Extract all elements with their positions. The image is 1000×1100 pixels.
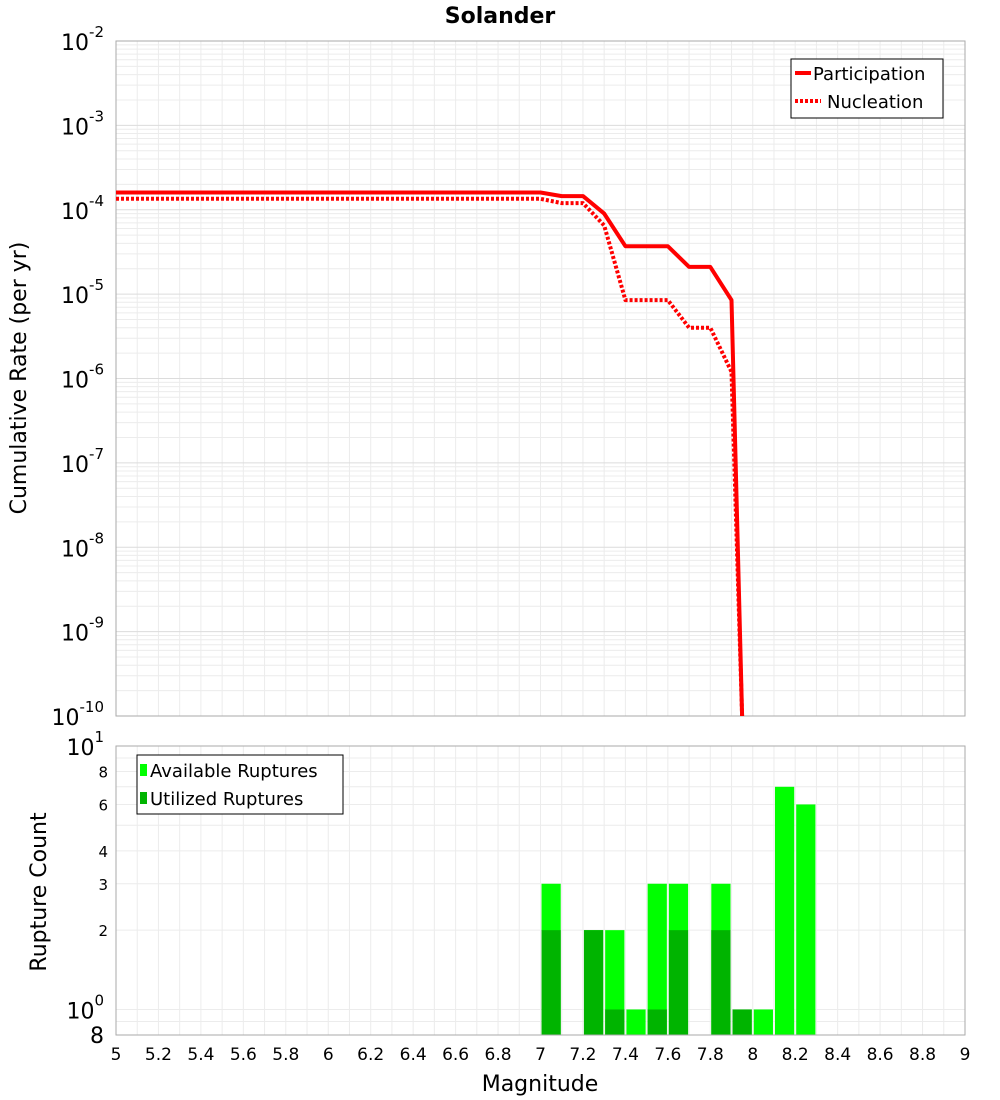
y-tick-label: 4 bbox=[98, 843, 108, 861]
rate-y-axis-label: Cumulative Rate (per yr) bbox=[7, 242, 32, 515]
x-tick-label: 8.4 bbox=[824, 1045, 851, 1065]
rate-y-ticks: 10-2 10-3 10-4 10-5 10-6 10-7 10-8 10-9 10-10 bbox=[52, 23, 105, 731]
available-ruptures-bar bbox=[626, 1009, 646, 1035]
rate-plot-area bbox=[115, 40, 966, 717]
count-plot-area bbox=[115, 745, 966, 1036]
legend-utilized-swatch bbox=[140, 792, 147, 804]
y-tick-label: 8 bbox=[98, 764, 108, 782]
legend-utilized-label: Utilized Ruptures bbox=[150, 789, 303, 810]
y-tick-label: 10-10 bbox=[52, 698, 105, 731]
utilized-ruptures-bar bbox=[541, 930, 561, 1035]
x-tick-label: 7.6 bbox=[654, 1045, 681, 1065]
x-tick-label: 9 bbox=[960, 1045, 971, 1065]
rate-legend: Participation Nucleation bbox=[790, 58, 944, 119]
x-tick-label: 6 bbox=[323, 1045, 334, 1065]
utilized-ruptures-bar bbox=[605, 1009, 625, 1035]
x-tick-label: 6.6 bbox=[442, 1045, 469, 1065]
x-tick-label: 6.8 bbox=[485, 1045, 512, 1065]
x-tick-label: 6.2 bbox=[357, 1045, 384, 1065]
y-tick-label: 10-4 bbox=[61, 192, 104, 225]
legend-nucleation-label: Nucleation bbox=[827, 92, 923, 113]
x-ticks: 5 5.2 5.4 5.6 5.8 6 6.2 6.4 6.6 6.8 7 7.2 7.4 7.6 7.8 8… bbox=[111, 1045, 971, 1065]
series-participation-line bbox=[116, 190, 745, 717]
legend-participation-label: Participation bbox=[813, 64, 925, 85]
available-ruptures-bar bbox=[796, 804, 816, 1035]
chart-title: Solander bbox=[445, 4, 556, 29]
x-tick-label: 8.2 bbox=[782, 1045, 809, 1065]
x-tick-label: 8.8 bbox=[909, 1045, 936, 1065]
count-plot-grid bbox=[115, 746, 966, 1035]
x-axis-label: Magnitude bbox=[482, 1072, 599, 1097]
x-tick-label: 6.4 bbox=[400, 1045, 427, 1065]
x-tick-label: 8.6 bbox=[867, 1045, 894, 1065]
x-tick-label: 8 bbox=[747, 1045, 758, 1065]
y-tick-label: 10-6 bbox=[61, 361, 104, 394]
series-nucleation-line bbox=[116, 196, 745, 717]
utilized-ruptures-bar bbox=[668, 930, 689, 1035]
x-tick-label: 7.4 bbox=[612, 1045, 639, 1065]
count-y-axis-label: Rupture Count bbox=[27, 812, 52, 972]
utilized-ruptures-bar bbox=[732, 1009, 752, 1035]
x-tick-label: 7 bbox=[535, 1045, 546, 1065]
rate-plot-grid bbox=[115, 41, 966, 717]
available-ruptures-bar bbox=[647, 883, 667, 1035]
count-legend: Available Ruptures Utilized Ruptures bbox=[136, 754, 344, 815]
y-tick-label: 10-7 bbox=[61, 445, 104, 478]
x-tick-label: 5 bbox=[111, 1045, 122, 1065]
legend-available-label: Available Ruptures bbox=[150, 761, 318, 782]
x-tick-label: 5.8 bbox=[272, 1045, 299, 1065]
utilized-ruptures-bar bbox=[583, 930, 604, 1035]
utilized-ruptures-bar bbox=[647, 1009, 667, 1035]
count-bars bbox=[541, 786, 816, 1035]
x-tick-label: 7.8 bbox=[697, 1045, 724, 1065]
y-tick-label: 10-5 bbox=[61, 276, 104, 309]
utilized-ruptures-bar bbox=[711, 930, 731, 1035]
y-tick-label: 101 bbox=[66, 728, 104, 761]
y-tick-label: 10-2 bbox=[61, 23, 104, 56]
legend-available-swatch bbox=[140, 764, 147, 776]
y-tick-label: 10-3 bbox=[61, 107, 104, 140]
y-tick-label: 2 bbox=[98, 922, 108, 940]
y-tick-label: 10-8 bbox=[61, 529, 104, 562]
rate-series-lines bbox=[116, 190, 745, 717]
x-tick-label: 7.2 bbox=[569, 1045, 596, 1065]
x-tick-label: 5.6 bbox=[230, 1045, 257, 1065]
y-tick-label: 6 bbox=[98, 796, 108, 814]
x-tick-label: 5.4 bbox=[187, 1045, 214, 1065]
available-ruptures-bar bbox=[753, 1009, 773, 1035]
y-tick-label: 100 bbox=[66, 991, 104, 1024]
x-tick-label: 5.2 bbox=[145, 1045, 172, 1065]
y-tick-label: 10-9 bbox=[61, 614, 104, 647]
available-ruptures-bar bbox=[605, 930, 625, 1035]
y-tick-label: 8 bbox=[90, 1024, 104, 1049]
y-tick-label: 3 bbox=[98, 876, 108, 894]
available-ruptures-bar bbox=[774, 786, 795, 1035]
